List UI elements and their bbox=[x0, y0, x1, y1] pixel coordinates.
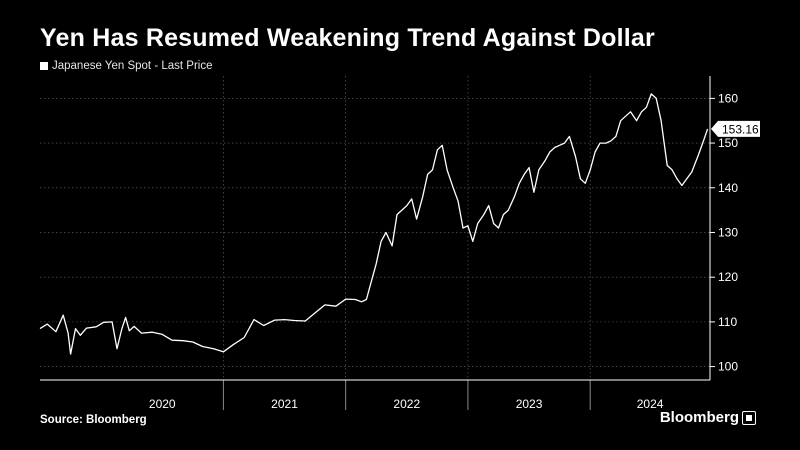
x-tick-label: 2022 bbox=[393, 397, 420, 411]
y-tick-label: 140 bbox=[718, 181, 738, 195]
y-tick-label: 160 bbox=[718, 91, 738, 105]
x-tick-label: 2020 bbox=[149, 397, 176, 411]
series-line bbox=[39, 93, 709, 355]
last-value-badge bbox=[711, 120, 760, 137]
last-value-label: 153.16 bbox=[722, 122, 759, 136]
y-tick-label: 120 bbox=[718, 270, 738, 284]
source-note: Source: Bloomberg bbox=[40, 414, 147, 426]
brand-badge-icon bbox=[742, 410, 756, 425]
brand-name: Bloomberg bbox=[659, 409, 739, 426]
x-tick-label: 2023 bbox=[516, 397, 543, 411]
x-tick-label: 2021 bbox=[271, 397, 298, 411]
x-tick-label: 2024 bbox=[637, 397, 664, 411]
brand-logo: Bloomberg bbox=[660, 409, 756, 426]
legend-swatch-icon bbox=[40, 62, 48, 70]
y-tick-label: 110 bbox=[718, 315, 737, 329]
legend: Japanese Yen Spot - Last Price bbox=[40, 60, 212, 72]
legend-label: Japanese Yen Spot - Last Price bbox=[52, 60, 213, 72]
y-tick-label: 150 bbox=[718, 136, 738, 150]
y-tick-label: 130 bbox=[718, 225, 738, 239]
y-tick-label: 100 bbox=[718, 360, 738, 374]
chart-title: Yen Has Resumed Weakening Trend Against … bbox=[40, 24, 655, 52]
